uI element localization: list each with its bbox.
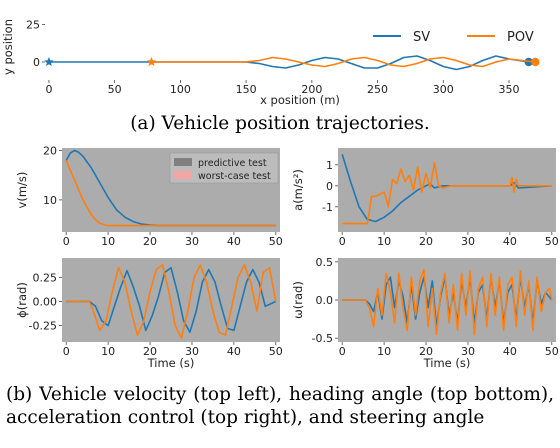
end-marker-pov xyxy=(531,57,540,67)
x-tick-label: 50 xyxy=(108,83,122,96)
x-axis-label: Time (s) xyxy=(423,356,471,370)
x-tick-label: 350 xyxy=(498,83,519,96)
series-line-pov xyxy=(65,160,276,227)
y-tick-label: 20 xyxy=(43,144,57,157)
y-tick-label: -1 xyxy=(322,201,333,214)
x-tick-label: 10 xyxy=(101,235,115,248)
x-tick-label: 10 xyxy=(377,235,391,248)
series-line-pov xyxy=(151,56,536,68)
x-tick-label: 20 xyxy=(419,235,433,248)
x-tick-label: 30 xyxy=(185,235,199,248)
chart-trajectory: 0 50 100 150 200 250 300 350 0 25 x position (m) y … xyxy=(1,14,555,107)
x-tick-label: 0 xyxy=(63,235,70,248)
y-tick-label: 0.25 xyxy=(33,271,58,284)
x-tick-label: 0 xyxy=(339,235,346,248)
legend-swatch xyxy=(174,158,192,166)
x-tick-label: 50 xyxy=(545,235,559,248)
x-tick-label: 0 xyxy=(45,83,52,96)
chart-steering: 0 10 20 30 40 50 -0.5 0.0 0.5 Time (s) ω(rad) xyxy=(291,256,559,370)
legend-label-pov: POV xyxy=(507,30,534,45)
x-axis-label: x position (m) xyxy=(260,93,340,107)
y-tick-label: 0 xyxy=(33,56,40,69)
x-tick-label: 40 xyxy=(227,235,241,248)
x-tick-label: 40 xyxy=(503,345,517,358)
series-line-pov xyxy=(66,263,277,339)
y-tick-label: 10 xyxy=(43,194,57,207)
x-tick-label: 30 xyxy=(461,235,475,248)
legend-label: worst-case test xyxy=(198,171,271,182)
x-tick-label: 300 xyxy=(433,83,454,96)
x-tick-label: 30 xyxy=(185,345,199,358)
start-marker-pov xyxy=(146,57,157,66)
series-line-pov xyxy=(342,268,553,336)
x-tick-label: 0 xyxy=(63,345,70,358)
x-tick-label: 50 xyxy=(269,345,283,358)
series-line-sv xyxy=(66,266,277,334)
y-tick-label: 0 xyxy=(326,180,333,193)
y-axis-label: ω(rad) xyxy=(291,281,305,319)
series-line-pov xyxy=(342,161,552,225)
chart-acceleration: 0 10 20 30 40 50 -1 0 1 a(m/s²) xyxy=(291,148,559,248)
y-tick-label: -0.25 xyxy=(29,320,57,333)
y-tick-label: 0.00 xyxy=(33,295,58,308)
y-tick-label: -0.5 xyxy=(312,332,333,345)
x-tick-label: 250 xyxy=(367,83,388,96)
chart-velocity: 0 10 20 30 40 50 10 20 v(m/s) predictive test wors… xyxy=(15,144,283,248)
x-tick-label: 40 xyxy=(227,345,241,358)
x-tick-label: 10 xyxy=(377,345,391,358)
x-tick-label: 10 xyxy=(101,345,115,358)
x-tick-label: 40 xyxy=(503,235,517,248)
y-tick-label: 1 xyxy=(326,159,333,172)
x-tick-label: 150 xyxy=(236,83,257,96)
chart-heading: 0 10 20 30 40 50 -0.25 0.00 0.25 Time (s) ϕ(rad) xyxy=(15,258,283,370)
series-line-sv xyxy=(48,55,529,71)
caption-a: (a) Vehicle position trajectories. xyxy=(130,113,430,134)
y-tick-label: 0.0 xyxy=(316,294,334,307)
plot-area xyxy=(338,148,556,232)
y-tick-label: 25 xyxy=(26,19,40,32)
y-axis-label: ϕ(rad) xyxy=(15,282,29,318)
x-tick-label: 0 xyxy=(339,345,346,358)
x-tick-label: 200 xyxy=(301,83,322,96)
caption-b: (b) Vehicle velocity (top left), heading… xyxy=(6,384,554,428)
plot-area xyxy=(45,14,555,80)
x-tick-label: 20 xyxy=(419,345,433,358)
x-tick-label: 50 xyxy=(269,235,283,248)
y-axis-label: a(m/s²) xyxy=(291,169,305,211)
x-tick-label: 20 xyxy=(143,345,157,358)
x-tick-label: 50 xyxy=(545,345,559,358)
x-tick-label: 30 xyxy=(461,345,475,358)
y-axis-label: v(m/s) xyxy=(15,172,29,209)
legend-label: predictive test xyxy=(198,158,267,169)
legend-label-sv: SV xyxy=(413,30,430,45)
y-tick-label: 0.5 xyxy=(316,256,334,269)
x-tick-label: 100 xyxy=(170,83,191,96)
legend-swatch xyxy=(174,171,192,179)
x-tick-label: 20 xyxy=(143,235,157,248)
y-axis-label: y position xyxy=(1,19,15,75)
x-axis-label: Time (s) xyxy=(147,356,195,370)
start-marker-sv xyxy=(44,57,54,66)
